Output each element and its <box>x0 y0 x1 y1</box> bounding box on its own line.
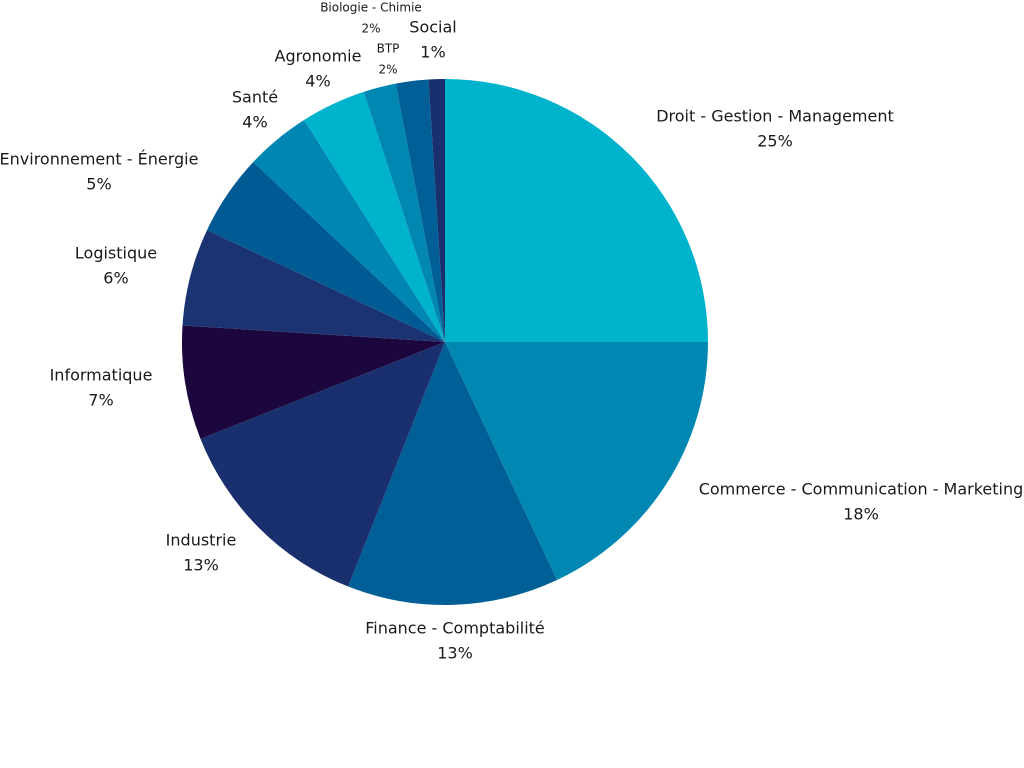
slice-value-agronomie: 4% <box>305 72 330 91</box>
pie-slice-social <box>428 79 445 342</box>
pie-slice-biologie-chimie <box>395 79 445 343</box>
slice-label-informatique: Informatique <box>50 366 153 385</box>
pie-slice-commerce-communication-marketing <box>445 342 708 580</box>
slice-label-finance-comptabilite: Finance - Comptabilité <box>365 619 545 638</box>
slice-label-logistique: Logistique <box>75 244 157 263</box>
slice-value-social: 1% <box>420 43 445 62</box>
pie-slice-droit-gestion-management <box>445 79 708 342</box>
pie-slice-finance-comptabilite <box>348 342 557 606</box>
pie-slice-environnement-energie <box>207 161 445 342</box>
slice-value-droit-gestion-management: 25% <box>757 132 793 151</box>
slice-value-informatique: 7% <box>88 391 113 410</box>
pie-slice-industrie <box>200 342 445 587</box>
pie-labels: Droit - Gestion - Management 25% Commerce … <box>0 1 1023 663</box>
slice-label-commerce-communication-marketing: Commerce - Communication - Marketing <box>699 480 1024 499</box>
slice-label-sante: Santé <box>232 88 278 107</box>
pie-slice-logistique <box>182 230 445 342</box>
slice-value-btp: 2% <box>378 63 397 77</box>
slice-value-environnement-energie: 5% <box>86 175 111 194</box>
slice-value-sante: 4% <box>242 113 267 132</box>
pie-slice-informatique <box>182 325 445 439</box>
pie-slice-sante <box>253 119 445 342</box>
slice-label-droit-gestion-management: Droit - Gestion - Management <box>656 107 894 126</box>
pie-slice-agronomie <box>304 91 445 343</box>
slice-value-commerce-communication-marketing: 18% <box>843 505 879 524</box>
slice-value-industrie: 13% <box>183 556 219 575</box>
slice-label-social: Social <box>409 18 456 37</box>
pie-slices <box>182 79 708 606</box>
slice-value-biologie-chimie: 2% <box>361 22 380 36</box>
slice-label-biologie-chimie: Biologie - Chimie <box>320 1 422 15</box>
slice-value-logistique: 6% <box>103 269 128 288</box>
slice-label-industrie: Industrie <box>166 531 237 550</box>
slice-value-finance-comptabilite: 13% <box>437 644 473 663</box>
slice-label-btp: BTP <box>377 42 400 56</box>
pie-slice-btp <box>363 83 445 342</box>
slice-label-environnement-energie: Environnement - Énergie <box>0 150 198 169</box>
slice-label-agronomie: Agronomie <box>275 47 362 66</box>
